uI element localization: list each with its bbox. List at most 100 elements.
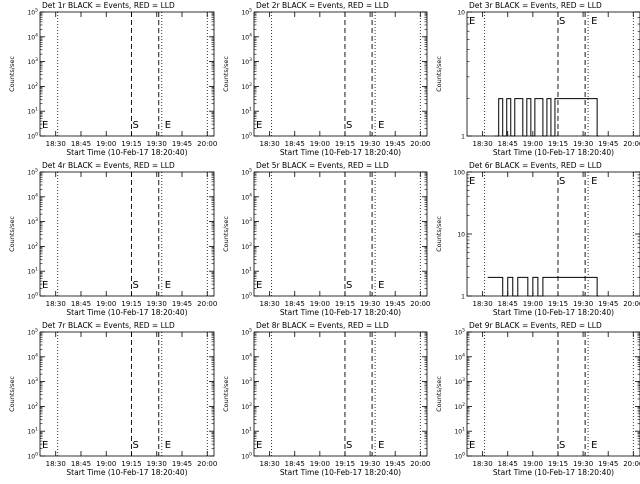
x-tick-label: 19:30 xyxy=(147,140,167,148)
detector-panel: Det 8r BLACK = Events, RED = LLD 100 101 10… xyxy=(222,321,430,477)
y-tick-label: 103 xyxy=(27,377,38,386)
start-marker: S xyxy=(346,440,352,451)
y-tick-label: 103 xyxy=(454,377,465,386)
x-tick-label: 20:00 xyxy=(197,140,217,148)
panel-title: Det 9r BLACK = Events, RED = LLD xyxy=(469,321,602,330)
end-marker-left: E xyxy=(469,16,475,27)
x-tick-label: 19:45 xyxy=(385,300,405,308)
y-axis-label: Counts/sec xyxy=(435,56,443,92)
panel-title: Det 6r BLACK = Events, RED = LLD xyxy=(469,161,602,170)
x-tick-label: 20:00 xyxy=(623,140,640,148)
start-marker: S xyxy=(132,120,138,131)
panel-title: Det 7r BLACK = Events, RED = LLD xyxy=(42,321,175,330)
x-axis-label: Start Time (10-Feb-17 18:20:40) xyxy=(66,468,187,477)
detector-panel: Det 6r BLACK = Events, RED = LLD 1 10 100 18… xyxy=(435,161,640,317)
y-tick-label: 101 xyxy=(27,107,38,116)
x-tick-label: 19:15 xyxy=(335,140,355,148)
x-tick-label: 19:45 xyxy=(172,460,192,468)
plot-frame xyxy=(39,11,215,137)
x-tick-label: 19:00 xyxy=(310,300,330,308)
x-tick-label: 20:00 xyxy=(623,300,640,308)
plot-frame xyxy=(253,171,428,297)
x-tick-label: 18:30 xyxy=(260,140,280,148)
y-tick-label: 100 xyxy=(241,132,252,141)
panel-title: Det 2r BLACK = Events, RED = LLD xyxy=(256,1,389,10)
panel-title: Det 3r BLACK = Events, RED = LLD xyxy=(469,1,602,10)
start-marker: S xyxy=(132,280,138,291)
detector-panel: Det 5r BLACK = Events, RED = LLD 100 101 10… xyxy=(222,161,430,317)
x-tick-label: 20:00 xyxy=(197,300,217,308)
y-tick-label: 102 xyxy=(27,82,38,91)
y-axis-label: Counts/sec xyxy=(8,56,16,92)
x-tick-label: 19:00 xyxy=(96,140,116,148)
y-tick-label: 104 xyxy=(27,32,38,41)
x-tick-label: 19:30 xyxy=(573,460,593,468)
x-tick-label: 20:00 xyxy=(410,460,430,468)
events-series-line xyxy=(494,98,600,137)
y-axis-label: Counts/sec xyxy=(435,376,443,412)
x-tick-label: 18:45 xyxy=(71,140,91,148)
end-marker: E xyxy=(165,280,171,291)
detector-panel: Det 1r BLACK = Events, RED = LLD 100 101 10… xyxy=(8,1,217,157)
y-tick-label: 104 xyxy=(241,352,252,361)
y-tick-label: 102 xyxy=(241,242,252,251)
x-axis-label: Start Time (10-Feb-17 18:20:40) xyxy=(493,468,614,477)
x-tick-label: 19:45 xyxy=(385,460,405,468)
y-tick-label: 103 xyxy=(241,57,252,66)
x-tick-label: 18:30 xyxy=(473,300,493,308)
x-tick-label: 19:00 xyxy=(96,460,116,468)
detector-panel: Det 7r BLACK = Events, RED = LLD 100 101 10… xyxy=(8,321,217,477)
x-tick-label: 18:45 xyxy=(498,460,518,468)
x-axis-label: Start Time (10-Feb-17 18:20:40) xyxy=(493,308,614,317)
y-tick-label: 104 xyxy=(27,352,38,361)
x-tick-label: 19:15 xyxy=(548,460,568,468)
detector-panel: Det 4r BLACK = Events, RED = LLD 100 101 10… xyxy=(8,161,217,317)
x-tick-label: 18:30 xyxy=(46,300,66,308)
y-tick-label: 104 xyxy=(27,192,38,201)
end-marker-left: E xyxy=(469,440,475,451)
start-marker: S xyxy=(346,280,352,291)
panel-title: Det 4r BLACK = Events, RED = LLD xyxy=(42,161,175,170)
y-tick-label: 10 xyxy=(457,232,465,239)
x-tick-label: 20:00 xyxy=(410,140,430,148)
panel-title: Det 8r BLACK = Events, RED = LLD xyxy=(256,321,389,330)
detector-panel: Det 3r BLACK = Events, RED = LLD 1 10 18:30… xyxy=(435,1,640,157)
y-tick-label: 10 xyxy=(457,10,465,17)
plot-frame xyxy=(466,331,640,457)
y-tick-label: 101 xyxy=(27,427,38,436)
end-marker-left: E xyxy=(256,280,262,291)
y-tick-label: 100 xyxy=(454,170,466,177)
x-tick-label: 19:00 xyxy=(523,460,543,468)
y-tick-label: 102 xyxy=(241,82,252,91)
y-tick-label: 1 xyxy=(461,134,465,141)
x-tick-label: 18:30 xyxy=(46,140,66,148)
x-tick-label: 19:00 xyxy=(523,300,543,308)
y-axis-label: Counts/sec xyxy=(222,56,230,92)
y-axis-label: Counts/sec xyxy=(435,216,443,252)
y-tick-label: 105 xyxy=(27,168,38,177)
y-tick-label: 102 xyxy=(454,402,465,411)
y-tick-label: 1 xyxy=(461,294,465,301)
end-marker-left: E xyxy=(42,280,48,291)
end-marker: E xyxy=(378,440,384,451)
y-tick-label: 104 xyxy=(241,192,252,201)
x-tick-label: 19:30 xyxy=(147,300,167,308)
x-tick-label: 19:45 xyxy=(385,140,405,148)
x-axis-label: Start Time (10-Feb-17 18:20:40) xyxy=(280,308,401,317)
x-tick-label: 18:45 xyxy=(285,300,305,308)
y-tick-label: 102 xyxy=(27,242,38,251)
end-marker: E xyxy=(591,440,597,451)
y-tick-label: 105 xyxy=(454,328,465,337)
end-marker-left: E xyxy=(42,440,48,451)
x-tick-label: 18:45 xyxy=(498,300,518,308)
x-tick-label: 19:15 xyxy=(548,300,568,308)
x-tick-label: 20:00 xyxy=(410,300,430,308)
y-tick-label: 100 xyxy=(27,292,38,301)
start-marker: S xyxy=(559,176,565,187)
start-marker: S xyxy=(132,440,138,451)
y-axis-label: Counts/sec xyxy=(222,376,230,412)
start-marker: S xyxy=(346,120,352,131)
end-marker: E xyxy=(378,280,384,291)
